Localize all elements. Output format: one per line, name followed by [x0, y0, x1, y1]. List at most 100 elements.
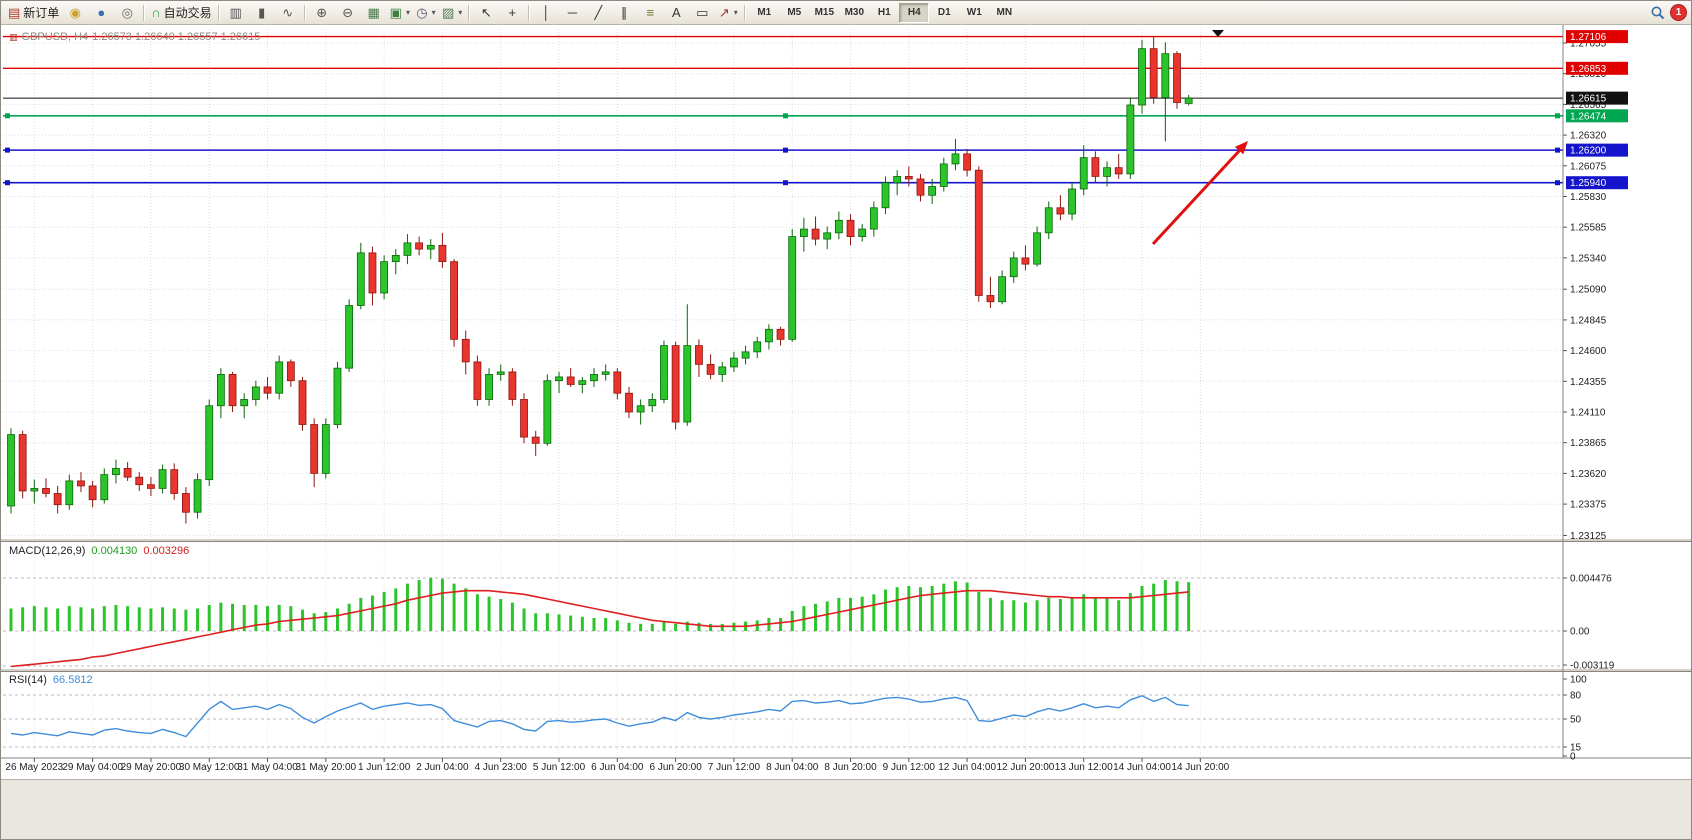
tile-windows-button[interactable]: ▦ — [361, 2, 387, 24]
candle — [566, 368, 575, 387]
trend-arrow[interactable] — [1151, 141, 1248, 246]
macd-bar — [942, 583, 946, 631]
tile-windows-icon: ▦ — [367, 5, 380, 20]
notification-badge[interactable]: 1 — [1670, 4, 1687, 21]
data-window-button[interactable]: ● — [88, 2, 114, 24]
candlestick-chart-button[interactable]: ▮ — [249, 2, 275, 24]
candle — [788, 229, 797, 342]
macd-bar — [779, 617, 783, 631]
text-button[interactable]: A — [663, 2, 689, 24]
zoom-in-button[interactable]: ⊕ — [309, 2, 335, 24]
metaeditor-button[interactable]: ◉ — [62, 2, 88, 24]
candle — [450, 259, 458, 347]
tf-mn[interactable]: MN — [996, 7, 1013, 18]
fibonacci-button[interactable]: ≡ — [637, 2, 663, 24]
candle — [974, 166, 983, 302]
grid — [3, 29, 1563, 758]
candle — [741, 345, 750, 365]
candle — [321, 418, 330, 479]
tf-m1[interactable]: M1 — [757, 7, 772, 18]
macd-bar — [592, 617, 596, 631]
search-icon[interactable] — [1650, 5, 1666, 21]
line-chart-icon: ∿ — [282, 5, 294, 20]
support-line-green-handle[interactable] — [5, 113, 10, 119]
macd-bar — [67, 606, 71, 631]
support-line-green-handle[interactable] — [1555, 113, 1560, 119]
macd-bar — [370, 595, 374, 631]
candle — [928, 178, 937, 205]
macd-bar — [872, 594, 876, 631]
support-line-green-handle[interactable] — [783, 113, 788, 119]
candle — [100, 468, 109, 504]
toolbar-separator — [143, 4, 146, 21]
macd-bar — [172, 608, 176, 631]
zoom-out-button[interactable]: ⊖ — [335, 2, 361, 24]
tf-m15[interactable]: M15 — [814, 7, 835, 18]
time-tick-label: 5 Jun 12:00 — [533, 762, 586, 773]
current-price-line-label — [1566, 91, 1628, 105]
horizontal-line-button[interactable]: ─ — [559, 2, 585, 24]
templates-button[interactable]: ▨ ▾ — [439, 2, 465, 24]
resistance-line-2-label — [1566, 61, 1628, 75]
tf-h1[interactable]: H1 — [877, 7, 891, 18]
panel-splitter[interactable] — [1, 538, 1692, 542]
strategy-tester-icon: ◎ — [121, 5, 133, 20]
candle — [660, 340, 668, 404]
chart-shift-marker[interactable] — [1212, 30, 1224, 37]
support-line-blue-2-handle[interactable] — [5, 180, 10, 186]
panel-splitter[interactable] — [1, 668, 1692, 672]
price-tick-label: 1.26075 — [1570, 161, 1607, 172]
line-chart-button[interactable]: ∿ — [275, 2, 301, 24]
candle — [286, 359, 295, 387]
candle — [1056, 195, 1065, 221]
bar-chart-button[interactable]: ▥ — [223, 2, 249, 24]
new-order-button[interactable]: ▤ 新订单 — [5, 2, 62, 24]
trendline-button[interactable]: ╱ — [585, 2, 611, 24]
tf-w1[interactable]: W1 — [966, 7, 982, 18]
candle — [403, 234, 412, 265]
periods-button[interactable]: ◷ ▾ — [413, 2, 439, 24]
macd-bar — [697, 622, 701, 631]
label-button[interactable]: ▭ — [689, 2, 715, 24]
channel-button[interactable]: ∥ — [611, 2, 637, 24]
new-order-label: 新订单 — [23, 5, 60, 20]
support-line-blue-1-handle[interactable] — [1555, 147, 1560, 153]
candle — [753, 336, 762, 359]
support-line-blue-1-handle[interactable] — [5, 147, 10, 153]
arrows-button[interactable]: ↗ ▾ — [715, 2, 741, 24]
time-tick-label: 6 Jun 20:00 — [649, 762, 702, 773]
candle — [508, 368, 517, 406]
candle — [648, 393, 657, 413]
candle — [904, 166, 913, 187]
macd-bar — [126, 606, 130, 631]
support-line-blue-1-handle[interactable] — [783, 147, 788, 153]
price-tick-label: 1.26565 — [1570, 100, 1607, 111]
candle — [939, 157, 948, 192]
tf-d1[interactable]: D1 — [937, 7, 951, 18]
crosshair-icon: + — [508, 5, 517, 20]
macd-bar — [1082, 594, 1086, 631]
macd-bar — [895, 587, 899, 631]
vertical-line-button[interactable]: │ — [533, 2, 559, 24]
chart-plot-area[interactable] — [3, 29, 1563, 538]
tf-m5[interactable]: M5 — [787, 7, 802, 18]
support-line-blue-2-handle[interactable] — [1555, 180, 1560, 186]
candle — [158, 464, 167, 494]
cursor-button[interactable]: ↖ — [473, 2, 499, 24]
support-line-blue-2-handle[interactable] — [783, 180, 788, 186]
crosshair-button[interactable]: + — [499, 2, 525, 24]
tf-m30[interactable]: M30 — [844, 7, 865, 18]
time-tick-label: 31 May 04:00 — [237, 762, 298, 773]
strategy-tester-button[interactable]: ◎ — [114, 2, 140, 24]
candle — [1126, 97, 1135, 179]
candle — [1068, 182, 1076, 221]
macd-bar — [545, 613, 549, 631]
macd-bar — [1128, 593, 1132, 631]
macd-bar — [277, 604, 281, 631]
new-chart-button[interactable]: ▣ ▾ — [387, 2, 413, 24]
tf-h4[interactable]: H4 — [899, 2, 930, 23]
auto-trading-button[interactable]: ∩ 自动交易 — [148, 2, 214, 24]
macd-bar — [1105, 597, 1109, 631]
support-line-green-label-text: 1.26474 — [1570, 111, 1607, 122]
